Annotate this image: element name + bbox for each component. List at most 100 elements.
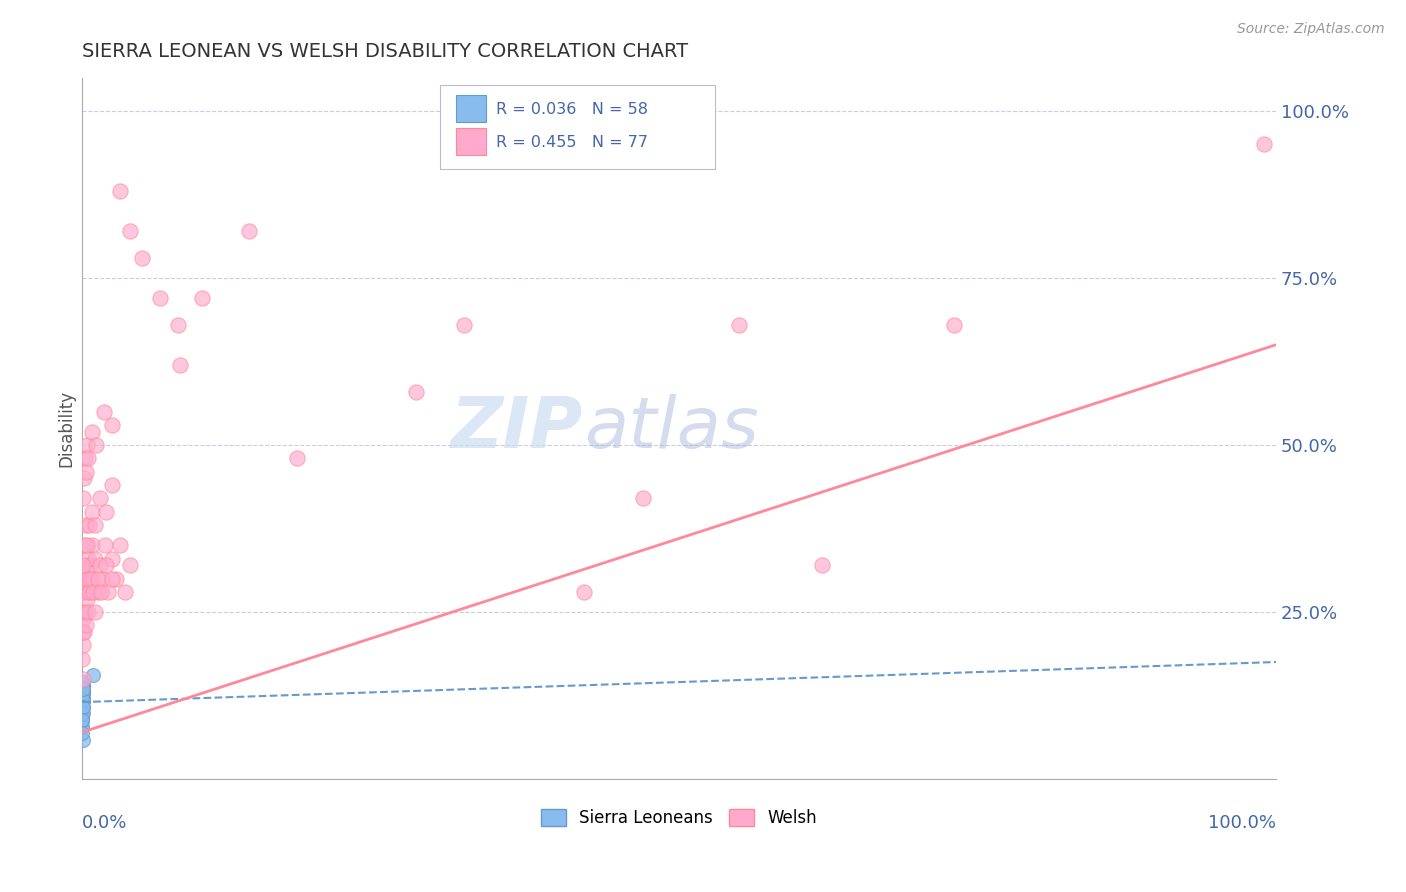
Point xyxy=(73,572,96,586)
Point xyxy=(72,713,94,727)
Point xyxy=(79,585,101,599)
Point xyxy=(101,478,124,492)
Point xyxy=(405,384,427,399)
Point xyxy=(79,585,101,599)
Point xyxy=(72,686,94,700)
Point xyxy=(80,505,103,519)
Point xyxy=(94,538,117,552)
Point xyxy=(72,706,94,721)
Point xyxy=(101,417,124,432)
Point xyxy=(72,699,94,714)
Point xyxy=(91,572,114,586)
Point xyxy=(72,693,94,707)
Point xyxy=(118,224,141,238)
Point xyxy=(89,558,111,573)
Legend: Sierra Leoneans, Welsh: Sierra Leoneans, Welsh xyxy=(534,802,824,834)
Point xyxy=(72,689,94,703)
Point xyxy=(72,699,94,714)
Point xyxy=(73,624,96,639)
Point xyxy=(72,491,94,506)
Point xyxy=(72,693,94,707)
Point xyxy=(72,699,94,714)
Point xyxy=(84,551,107,566)
Point xyxy=(73,451,96,466)
Point xyxy=(453,318,475,332)
Point xyxy=(72,683,94,698)
Point xyxy=(72,699,94,714)
Point xyxy=(72,695,94,709)
Point xyxy=(77,551,100,566)
Point xyxy=(72,686,94,700)
Point xyxy=(72,702,94,716)
Point xyxy=(72,699,94,714)
Point xyxy=(72,686,94,700)
Point xyxy=(72,699,94,714)
Point xyxy=(72,585,94,599)
Point xyxy=(79,572,101,586)
Point xyxy=(72,680,94,694)
Point xyxy=(72,651,94,665)
Point xyxy=(72,706,94,721)
Point xyxy=(72,685,94,699)
Point xyxy=(72,698,94,713)
Point xyxy=(72,691,94,706)
Point xyxy=(89,491,111,506)
Point xyxy=(93,404,115,418)
Point xyxy=(285,451,308,466)
Point xyxy=(72,693,94,707)
Point xyxy=(72,706,94,721)
FancyBboxPatch shape xyxy=(440,85,714,169)
Point xyxy=(75,618,97,632)
Point xyxy=(72,686,94,700)
Point xyxy=(72,686,94,700)
Point xyxy=(72,681,94,696)
Point xyxy=(72,693,94,707)
Point xyxy=(94,558,117,573)
Point xyxy=(166,318,188,332)
Point xyxy=(131,251,153,265)
Point xyxy=(72,706,94,721)
Point xyxy=(72,693,94,707)
Point xyxy=(811,558,834,573)
Point xyxy=(727,318,749,332)
Point xyxy=(72,686,94,700)
Point xyxy=(90,585,112,599)
Point xyxy=(72,693,94,707)
Point xyxy=(110,184,132,198)
Point xyxy=(73,585,96,599)
Point xyxy=(82,572,104,586)
Point xyxy=(101,551,124,566)
Bar xyxy=(456,95,485,122)
Point xyxy=(72,699,94,714)
Point xyxy=(72,699,94,714)
Point xyxy=(84,605,107,619)
Point xyxy=(73,605,96,619)
Point xyxy=(80,425,103,439)
Bar xyxy=(456,128,485,154)
Point xyxy=(118,558,141,573)
Point xyxy=(72,706,94,721)
Point xyxy=(75,558,97,573)
Text: R = 0.036   N = 58: R = 0.036 N = 58 xyxy=(496,102,648,117)
Point xyxy=(72,693,94,707)
Point xyxy=(631,491,654,506)
Point xyxy=(72,720,94,734)
Point xyxy=(72,693,94,707)
Point xyxy=(75,518,97,533)
Point xyxy=(72,706,94,721)
Point xyxy=(572,585,595,599)
Point xyxy=(84,518,107,533)
Text: 100.0%: 100.0% xyxy=(1208,814,1277,832)
Point xyxy=(72,681,94,696)
Point xyxy=(72,612,94,626)
Point xyxy=(169,358,191,372)
Point xyxy=(75,465,97,479)
Point xyxy=(72,683,94,698)
Point xyxy=(238,224,260,238)
Text: Source: ZipAtlas.com: Source: ZipAtlas.com xyxy=(1237,22,1385,37)
Point xyxy=(77,605,100,619)
Point xyxy=(80,538,103,552)
Point xyxy=(72,672,94,686)
Text: ZIP: ZIP xyxy=(451,393,583,463)
Point xyxy=(86,585,108,599)
